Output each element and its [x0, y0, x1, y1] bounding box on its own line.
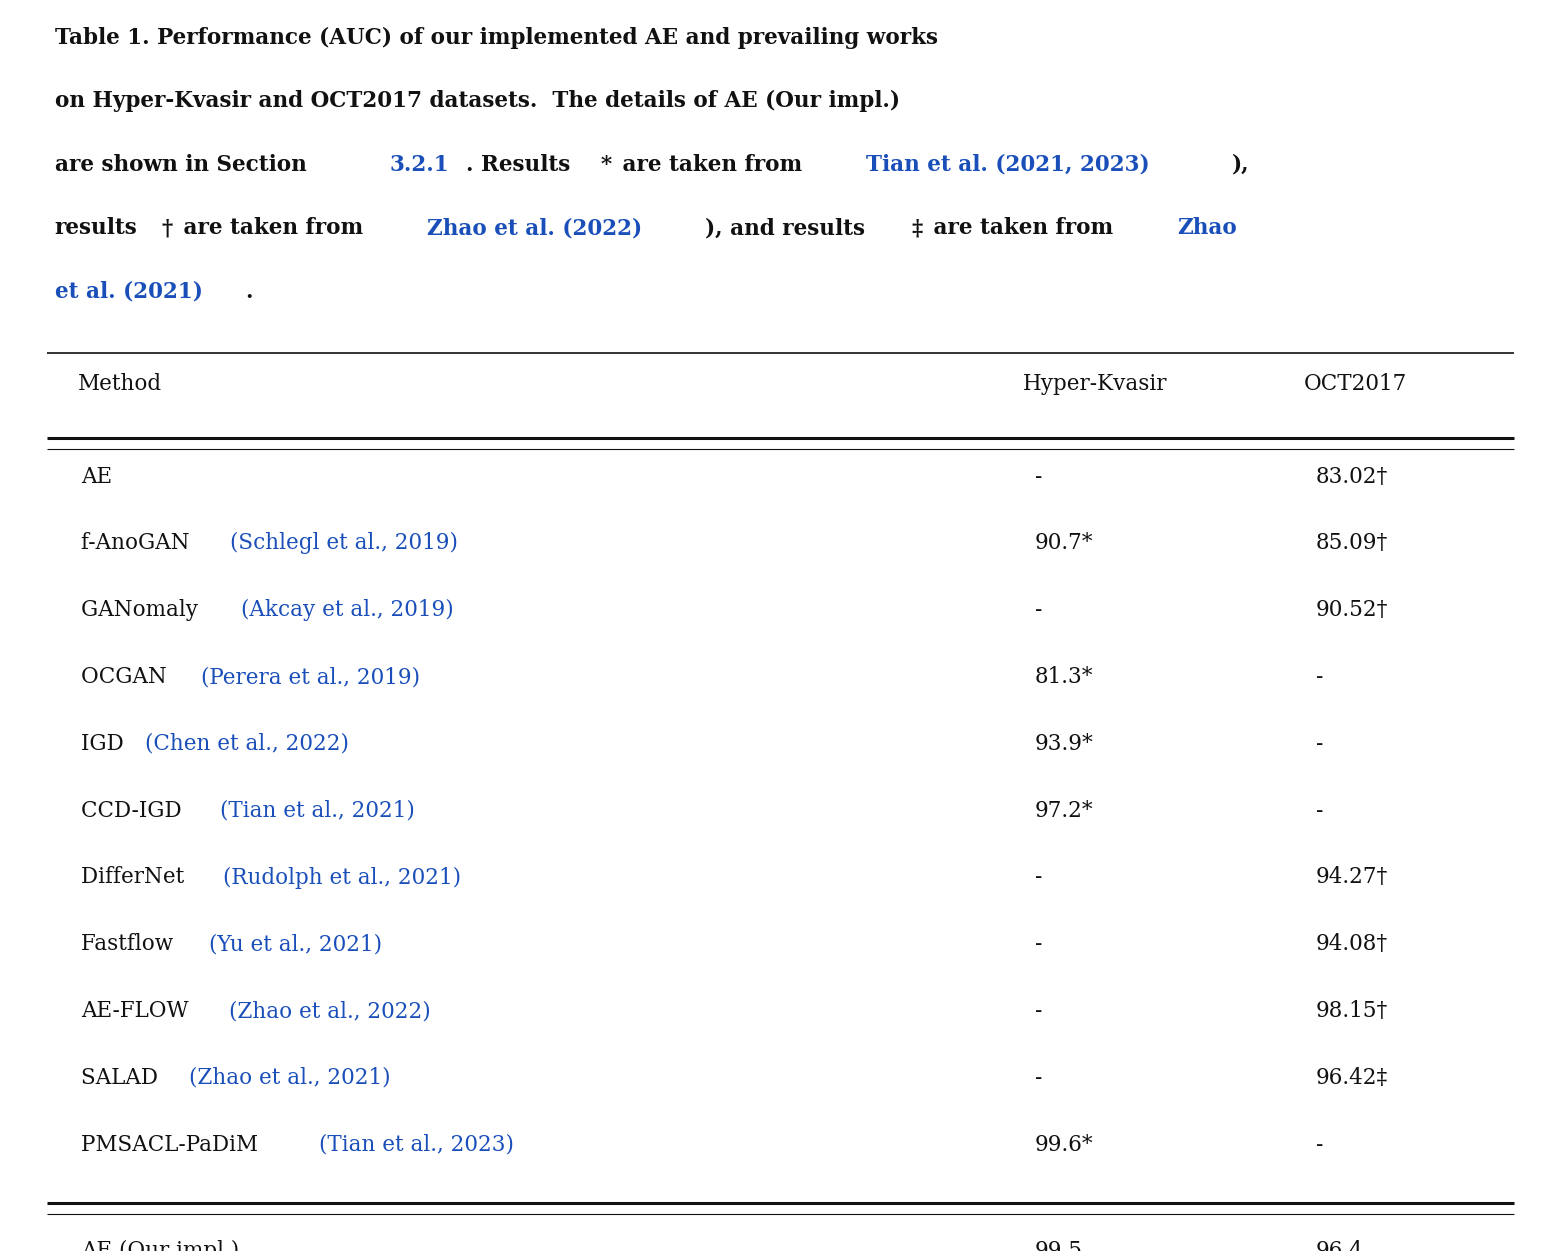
Text: Fastflow: Fastflow: [81, 933, 180, 956]
Text: . Results: . Results: [467, 154, 570, 175]
Text: (Zhao et al., 2021): (Zhao et al., 2021): [189, 1067, 390, 1088]
FancyBboxPatch shape: [47, 1220, 1514, 1251]
Text: AE (Our impl.): AE (Our impl.): [81, 1240, 239, 1251]
Text: OCT2017: OCT2017: [1303, 373, 1406, 395]
Text: are taken from: are taken from: [615, 154, 810, 175]
Text: (Yu et al., 2021): (Yu et al., 2021): [209, 933, 382, 956]
Text: (Akcay et al., 2019): (Akcay et al., 2019): [240, 599, 454, 622]
Text: ), and results: ), and results: [704, 218, 865, 239]
Text: (Schlegl et al., 2019): (Schlegl et al., 2019): [229, 533, 459, 554]
Text: 94.27†: 94.27†: [1316, 867, 1388, 888]
Text: PMSACL-PaDiM: PMSACL-PaDiM: [81, 1133, 265, 1156]
Text: 85.09†: 85.09†: [1316, 533, 1388, 554]
Text: -: -: [1316, 799, 1324, 822]
Text: .: .: [245, 280, 253, 303]
Text: (Tian et al., 2021): (Tian et al., 2021): [220, 799, 415, 822]
Text: -: -: [1035, 867, 1043, 888]
Text: 94.08†: 94.08†: [1316, 933, 1388, 956]
Text: 96.4: 96.4: [1316, 1240, 1364, 1251]
Text: CCD-IGD: CCD-IGD: [81, 799, 189, 822]
Text: GANomaly: GANomaly: [81, 599, 204, 622]
Text: -: -: [1035, 1000, 1043, 1022]
Text: AE-FLOW: AE-FLOW: [81, 1000, 195, 1022]
Text: are taken from: are taken from: [176, 218, 370, 239]
Text: -: -: [1316, 1133, 1324, 1156]
Text: 99.5: 99.5: [1035, 1240, 1083, 1251]
Text: -: -: [1316, 733, 1324, 754]
Text: AE: AE: [81, 465, 112, 488]
Text: ),: ),: [1232, 154, 1250, 175]
Text: -: -: [1035, 599, 1043, 622]
Text: †: †: [161, 218, 173, 239]
Text: 3.2.1: 3.2.1: [389, 154, 448, 175]
Text: IGD: IGD: [81, 733, 131, 754]
Text: (Perera et al., 2019): (Perera et al., 2019): [201, 666, 420, 688]
Text: (Chen et al., 2022): (Chen et al., 2022): [145, 733, 350, 754]
Text: are shown in Section: are shown in Section: [55, 154, 314, 175]
Text: DifferNet: DifferNet: [81, 867, 192, 888]
Text: (Rudolph et al., 2021): (Rudolph et al., 2021): [223, 867, 462, 888]
Text: -: -: [1316, 666, 1324, 688]
Text: (Zhao et al., 2022): (Zhao et al., 2022): [229, 1000, 431, 1022]
Text: are taken from: are taken from: [926, 218, 1121, 239]
Text: Zhao: Zhao: [1177, 218, 1236, 239]
Text: Table 1. Performance (AUC) of our implemented AE and prevailing works: Table 1. Performance (AUC) of our implem…: [55, 26, 938, 49]
Text: Hyper-Kvasir: Hyper-Kvasir: [1022, 373, 1168, 395]
Text: 96.42‡: 96.42‡: [1316, 1067, 1388, 1088]
Text: (Tian et al., 2023): (Tian et al., 2023): [318, 1133, 514, 1156]
Text: OCGAN: OCGAN: [81, 666, 173, 688]
Text: results: results: [55, 218, 137, 239]
Text: 90.52†: 90.52†: [1316, 599, 1388, 622]
Text: 97.2*: 97.2*: [1035, 799, 1094, 822]
Text: 83.02†: 83.02†: [1316, 465, 1388, 488]
Text: 99.6*: 99.6*: [1035, 1133, 1094, 1156]
Text: et al. (2021): et al. (2021): [55, 280, 203, 303]
Text: *: *: [601, 154, 612, 175]
Text: on Hyper-Kvasir and OCT2017 datasets.  The details of AE (Our impl.): on Hyper-Kvasir and OCT2017 datasets. Th…: [55, 90, 899, 113]
Text: 98.15†: 98.15†: [1316, 1000, 1388, 1022]
Text: 93.9*: 93.9*: [1035, 733, 1094, 754]
Text: Zhao et al. (2022): Zhao et al. (2022): [428, 218, 642, 239]
Text: Tian et al. (2021, 2023): Tian et al. (2021, 2023): [866, 154, 1150, 175]
Text: Method: Method: [78, 373, 162, 395]
Text: 90.7*: 90.7*: [1035, 533, 1093, 554]
Text: 81.3*: 81.3*: [1035, 666, 1093, 688]
Text: -: -: [1035, 933, 1043, 956]
Text: -: -: [1035, 465, 1043, 488]
Text: f-AnoGAN: f-AnoGAN: [81, 533, 197, 554]
Text: -: -: [1035, 1067, 1043, 1088]
Text: SALAD: SALAD: [81, 1067, 165, 1088]
Text: ‡: ‡: [912, 218, 923, 239]
